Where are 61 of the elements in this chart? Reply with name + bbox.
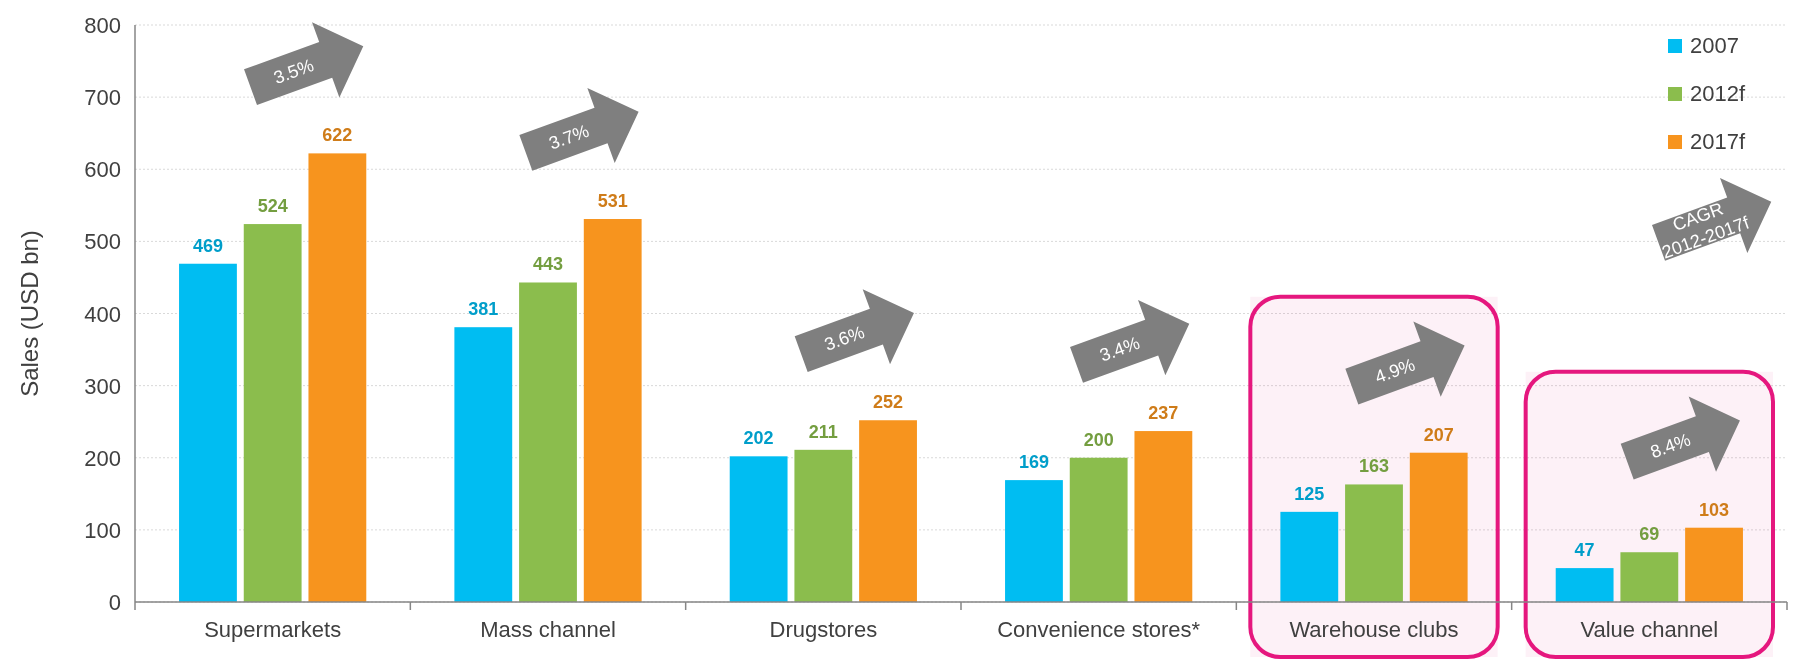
bar: [1555, 568, 1614, 602]
data-label: 381: [468, 299, 499, 320]
bar: [243, 224, 302, 602]
x-tick-label: Drugstores: [769, 617, 878, 642]
annotation: 3.5%: [271, 55, 317, 88]
y-tick-label: 800: [84, 13, 121, 38]
x-tick-label: Supermarkets: [204, 617, 342, 642]
y-tick-label: 600: [84, 157, 121, 183]
data-label: 443: [532, 254, 564, 275]
data-label: 163: [1358, 456, 1390, 477]
bar: [1685, 527, 1743, 602]
y-tick-label: 400: [84, 301, 121, 327]
x-tick-label: Convenience stores*: [997, 617, 1201, 642]
y-tick-label: 300: [84, 373, 121, 399]
x-tick-label: Value channel: [1580, 617, 1719, 642]
bar: [1134, 431, 1193, 602]
bar: [729, 456, 788, 602]
bar: [859, 420, 917, 602]
y-tick-label: 700: [84, 85, 121, 111]
y-axis-title: Sales (USD bn): [16, 230, 43, 397]
data-label: 103: [1699, 499, 1730, 520]
annotation: 8.4%: [1647, 429, 1694, 463]
data-label: 202: [743, 428, 774, 449]
data-label: 47: [1574, 540, 1595, 561]
annotation: 3.4%: [1097, 332, 1143, 366]
y-tick-label: 200: [84, 445, 121, 471]
data-label: 237: [1148, 403, 1179, 424]
data-label: 622: [322, 125, 353, 146]
bar: [1620, 552, 1679, 602]
annotation: 3.7%: [546, 120, 592, 154]
annotation: 3.6%: [821, 321, 868, 355]
bar: [1005, 480, 1063, 602]
y-tick-label: 100: [84, 517, 121, 543]
legend-label: 2017f: [1690, 129, 1746, 154]
bar: [308, 153, 367, 602]
data-label: 531: [597, 191, 628, 212]
x-tick-label: Mass channel: [480, 617, 616, 642]
data-label: 252: [873, 392, 904, 413]
y-tick-label: 500: [84, 229, 121, 255]
data-label: 524: [257, 196, 288, 217]
data-label: 207: [1423, 424, 1454, 445]
bar: [1280, 511, 1339, 602]
bar: [519, 282, 577, 602]
legend-label: 2012f: [1690, 81, 1746, 106]
bar: [1345, 484, 1403, 602]
bar: [583, 219, 642, 602]
data-label: 200: [1083, 429, 1114, 450]
x-tick-label: Warehouse clubs: [1289, 617, 1459, 642]
data-label: 469: [192, 235, 223, 256]
y-tick-label: 0: [108, 590, 121, 615]
bar: [1409, 452, 1468, 602]
bar: [1069, 457, 1128, 602]
legend-label: 2007: [1690, 33, 1739, 58]
bar: [454, 327, 513, 602]
data-label: 125: [1294, 483, 1325, 504]
data-label: 69: [1639, 524, 1660, 545]
annotation: 4.9%: [1372, 354, 1418, 388]
bar: [179, 263, 237, 602]
data-label: 169: [1018, 452, 1049, 473]
data-label: 211: [808, 421, 838, 442]
bar: [794, 449, 853, 602]
